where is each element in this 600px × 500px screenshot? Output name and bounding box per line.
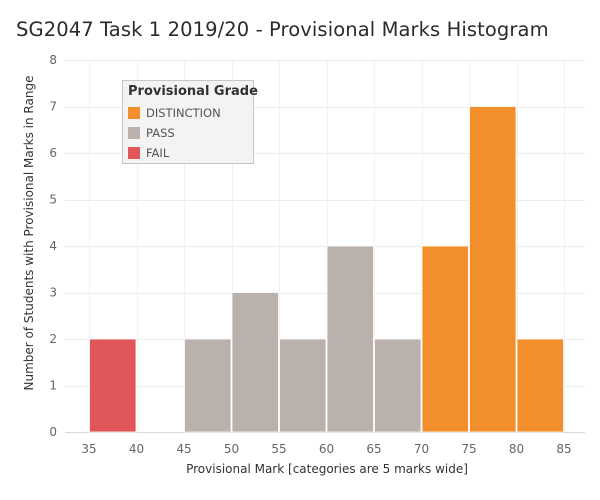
legend-item-distinction: DISTINCTION	[128, 103, 253, 123]
legend-title: Provisional Grade	[128, 84, 258, 99]
legend-label-distinction: DISTINCTION	[146, 106, 221, 120]
histogram-bar-80-85	[516, 338, 564, 433]
histogram-bar-70-75	[421, 245, 469, 433]
legend-swatch-fail	[128, 147, 140, 159]
x-tick-label: 70	[414, 442, 429, 456]
y-tick-label: 7	[49, 100, 57, 114]
y-tick-label: 4	[49, 239, 57, 253]
histogram-bar-45-50	[184, 338, 232, 433]
x-tick-label: 35	[81, 442, 96, 456]
histogram-bar-55-60	[279, 338, 327, 433]
legend-label-fail: FAIL	[146, 146, 170, 160]
y-tick-label: 3	[49, 286, 57, 300]
y-tick-label: 8	[49, 53, 57, 67]
y-tick-label: 1	[49, 379, 57, 393]
x-tick-label: 45	[176, 442, 191, 456]
histogram-bars	[89, 106, 564, 433]
legend-item-pass: PASS	[128, 123, 253, 143]
legend-swatch-distinction	[128, 107, 140, 119]
histogram-bar-35-40	[89, 338, 137, 433]
y-tick-label: 5	[49, 193, 57, 207]
chart-title: SG2047 Task 1 2019/20 - Provisional Mark…	[16, 18, 549, 41]
x-tick-label: 85	[556, 442, 571, 456]
histogram-bar-50-55	[231, 292, 279, 433]
histogram-bar-65-70	[374, 338, 422, 433]
y-tick-label: 0	[49, 425, 57, 439]
x-axis-title: Provisional Mark [categories are 5 marks…	[186, 462, 468, 476]
legend-item-fail: FAIL	[128, 143, 253, 163]
y-tick-label: 2	[49, 332, 57, 346]
histogram-bar-60-65	[326, 245, 374, 433]
y-tick-label: 6	[49, 146, 57, 160]
x-tick-label: 80	[509, 442, 524, 456]
x-tick-label: 60	[319, 442, 334, 456]
x-tick-label: 40	[129, 442, 144, 456]
legend: Provisional Grade DISTINCTION PASS FAIL	[122, 80, 258, 164]
x-tick-label: 55	[271, 442, 286, 456]
histogram-bar-75-80	[469, 106, 517, 433]
legend-label-pass: PASS	[146, 126, 175, 140]
legend-swatch-pass	[128, 127, 140, 139]
x-tick-label: 75	[461, 442, 476, 456]
x-tick-label: 65	[366, 442, 381, 456]
x-tick-label: 50	[224, 442, 239, 456]
